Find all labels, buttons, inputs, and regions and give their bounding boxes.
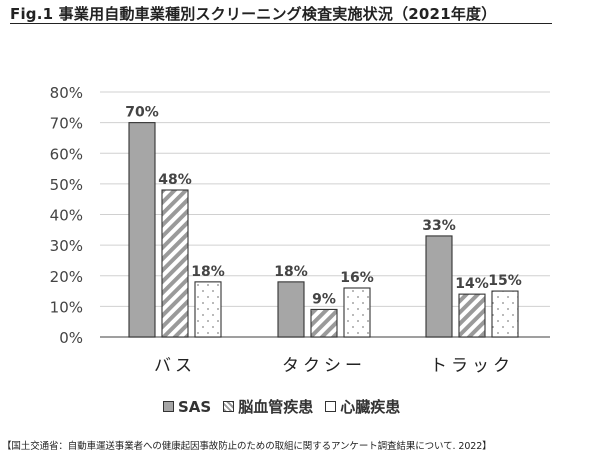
data-label: 15%: [488, 273, 522, 289]
legend-swatch-cardiac: [325, 401, 337, 412]
bar-cerebrovascular: [161, 189, 189, 338]
data-label: 70%: [125, 105, 159, 121]
bar-cardiac: [491, 290, 519, 338]
x-category-label: タクシー: [282, 356, 366, 376]
data-label: 9%: [312, 291, 336, 307]
x-category-label: バス: [154, 356, 196, 376]
bar-cerebrovascular: [310, 308, 338, 338]
legend-label-cardiac: 心臓疾患: [340, 398, 401, 416]
data-label: 33%: [422, 218, 456, 234]
y-tick-label: 70%: [50, 115, 83, 133]
legend-item-cerebrovascular: 脳血管疾患: [223, 396, 313, 417]
legend-swatch-cerebrovascular: [223, 401, 235, 412]
legend-item-sas: SAS: [163, 398, 211, 416]
data-label: 18%: [191, 264, 225, 280]
bar-cardiac: [194, 281, 222, 338]
data-label: 14%: [455, 276, 489, 292]
y-tick-label: 50%: [50, 176, 83, 194]
bar-sas: [277, 281, 305, 338]
data-label: 48%: [158, 172, 192, 188]
chart-legend: SAS 脳血管疾患 心臓疾患: [163, 396, 412, 417]
bar-sas: [128, 122, 156, 338]
source-note: 【国土交通省：自動車運送事業者への健康起因事故防止のための取組に関するアンケート…: [2, 441, 492, 452]
y-tick-label: 60%: [50, 145, 83, 163]
legend-item-cardiac: 心臓疾患: [325, 396, 400, 417]
y-tick-label: 80%: [50, 84, 83, 102]
y-tick-label: 30%: [50, 237, 83, 255]
data-label: 16%: [340, 270, 374, 286]
y-tick-label: 0%: [59, 329, 83, 347]
chart-title: Fig.1 事業用自動車業種別スクリーニング検査実施状況（2021年度）: [10, 5, 497, 23]
x-category-label: トラック: [430, 356, 514, 376]
y-tick-label: 10%: [50, 298, 83, 316]
bar-sas: [425, 235, 453, 338]
legend-swatch-sas: [163, 401, 174, 412]
y-tick-label: 40%: [50, 207, 83, 225]
legend-label-cerebrovascular: 脳血管疾患: [238, 398, 314, 416]
title-underline: [10, 23, 552, 24]
bar-cerebrovascular: [458, 293, 486, 338]
bar-cardiac: [343, 287, 371, 338]
data-label: 18%: [274, 264, 308, 280]
y-tick-label: 20%: [50, 268, 83, 286]
legend-label-sas: SAS: [178, 397, 212, 416]
